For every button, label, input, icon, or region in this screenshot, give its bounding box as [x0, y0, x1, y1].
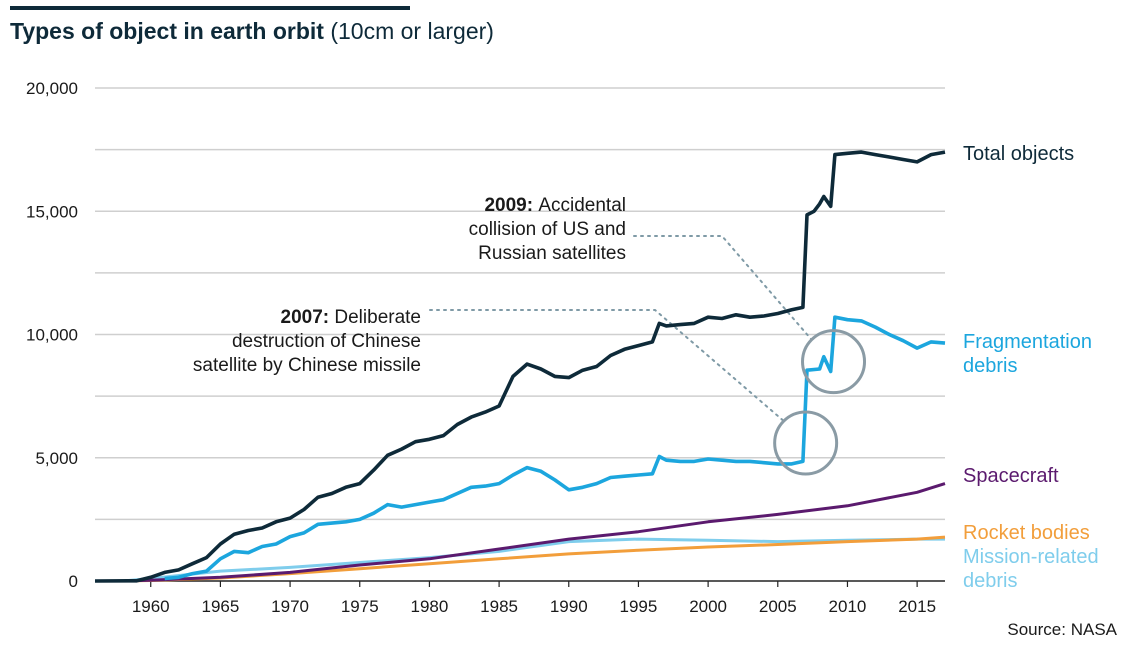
- annotation-leaders: [429, 235, 813, 422]
- series-label: Mission-related: [963, 546, 1099, 568]
- y-tick-label: 0: [69, 572, 78, 591]
- x-tick-label: 1975: [341, 597, 379, 616]
- annotation-leader: [633, 235, 813, 341]
- annotation-circle: [773, 410, 839, 476]
- x-tick-label: 2005: [759, 597, 797, 616]
- x-tick-label: 1965: [201, 597, 239, 616]
- annotation-line: Russian satellites: [478, 243, 626, 264]
- series-label: Spacecraft: [963, 465, 1059, 487]
- source-note: Source: NASA: [1007, 620, 1117, 639]
- annotation-line: collision of US and: [469, 219, 626, 240]
- chart-title: Types of object in earth orbit (10cm or …: [10, 18, 494, 45]
- series-line: [122, 537, 945, 583]
- x-tick-label: 2015: [898, 597, 936, 616]
- series-lines: [94, 150, 946, 583]
- x-axis-ticks: 1960 1965 1970 1975 1980 1985 1990 1995 2000 2005…: [132, 581, 936, 616]
- x-tick-label: 2000: [689, 597, 727, 616]
- series-label: Total objects: [963, 143, 1074, 165]
- x-tick-label: 1970: [271, 597, 309, 616]
- annotation-year: 2007:: [281, 307, 335, 328]
- x-tick-label: 2010: [829, 597, 867, 616]
- series-label: debris: [963, 570, 1017, 592]
- y-tick-label: 10,000: [26, 326, 78, 345]
- annotation-line: 2009: Accidental: [484, 195, 626, 216]
- annotations: 2009: Accidental collision of US and Russi…: [193, 195, 626, 376]
- annotation-line: satellite by Chinese missile: [193, 355, 421, 376]
- series-line: [164, 315, 946, 581]
- x-tick-label: 1990: [550, 597, 588, 616]
- title-rule: [10, 6, 410, 10]
- annotation-line: destruction of Chinese: [232, 331, 421, 352]
- series-label: Rocket bodies: [963, 522, 1090, 544]
- annotation-line: 2007: Deliberate: [281, 307, 421, 328]
- series-line: [122, 482, 946, 583]
- x-tick-label: 1995: [620, 597, 658, 616]
- annotation-circles: [773, 329, 867, 476]
- chart-title-main: Types of object in earth orbit: [10, 18, 324, 44]
- series-line: [94, 150, 946, 583]
- x-tick-label: 1980: [411, 597, 449, 616]
- y-tick-label: 5,000: [35, 449, 78, 468]
- annotation-leader: [429, 309, 785, 422]
- annotation-year: 2009:: [484, 195, 538, 216]
- x-tick-label: 1985: [480, 597, 518, 616]
- gridlines: [95, 87, 945, 582]
- y-tick-label: 15,000: [26, 202, 78, 221]
- annotation-circle: [801, 329, 867, 395]
- series-labels: Total objectsFragmentationdebrisSpacecra…: [963, 143, 1099, 592]
- series-label: debris: [963, 355, 1017, 377]
- x-tick-label: 1960: [132, 597, 170, 616]
- y-axis-ticks: 0 5,000 10,000 15,000 20,000: [26, 79, 78, 591]
- chart-title-sub: (10cm or larger): [330, 18, 494, 44]
- y-tick-label: 20,000: [26, 79, 78, 98]
- annotation-text: Accidental: [538, 195, 626, 216]
- series-label: Fragmentation: [963, 331, 1092, 353]
- annotation-text: Deliberate: [334, 307, 421, 328]
